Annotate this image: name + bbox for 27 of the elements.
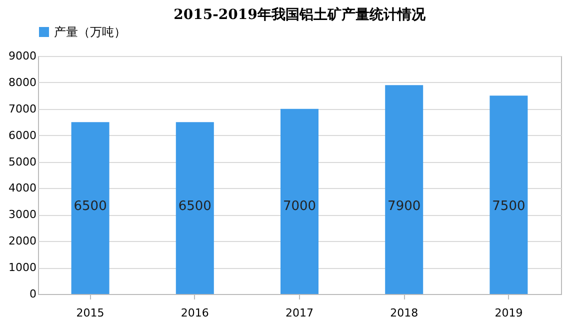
x-tick-label: 2016	[180, 306, 209, 320]
data-label: 7900	[388, 199, 421, 214]
y-tick-label: 6000	[8, 128, 36, 142]
data-label: 6500	[74, 199, 107, 214]
bar	[490, 96, 528, 294]
bar	[176, 122, 214, 294]
x-tick-label: 2017	[286, 306, 314, 320]
x-tick-label: 2015	[76, 306, 104, 320]
y-tick-label: 1000	[8, 261, 36, 274]
x-tick-label: 2018	[390, 306, 418, 320]
y-tick-label: 7000	[8, 102, 36, 116]
data-label: 7500	[492, 199, 526, 214]
y-tick-label: 3000	[8, 208, 36, 222]
bar	[71, 122, 110, 294]
y-tick-label: 9000	[8, 50, 36, 62]
chart-title: 2015-2019年我国铝土矿产量统计情况	[174, 6, 426, 23]
bar	[280, 108, 318, 294]
bar	[385, 85, 424, 294]
data-label: 6500	[178, 199, 212, 214]
y-tick-label: 4000	[8, 182, 36, 195]
x-tick-label: 2019	[494, 306, 523, 320]
y-tick-label: 2000	[8, 234, 36, 248]
y-tick-label: 0	[30, 288, 36, 300]
data-label: 7000	[282, 199, 316, 214]
legend-label: 产量（万吨）	[54, 25, 126, 39]
y-tick-label: 8000	[8, 76, 36, 89]
y-tick-label: 5000	[8, 155, 36, 168]
